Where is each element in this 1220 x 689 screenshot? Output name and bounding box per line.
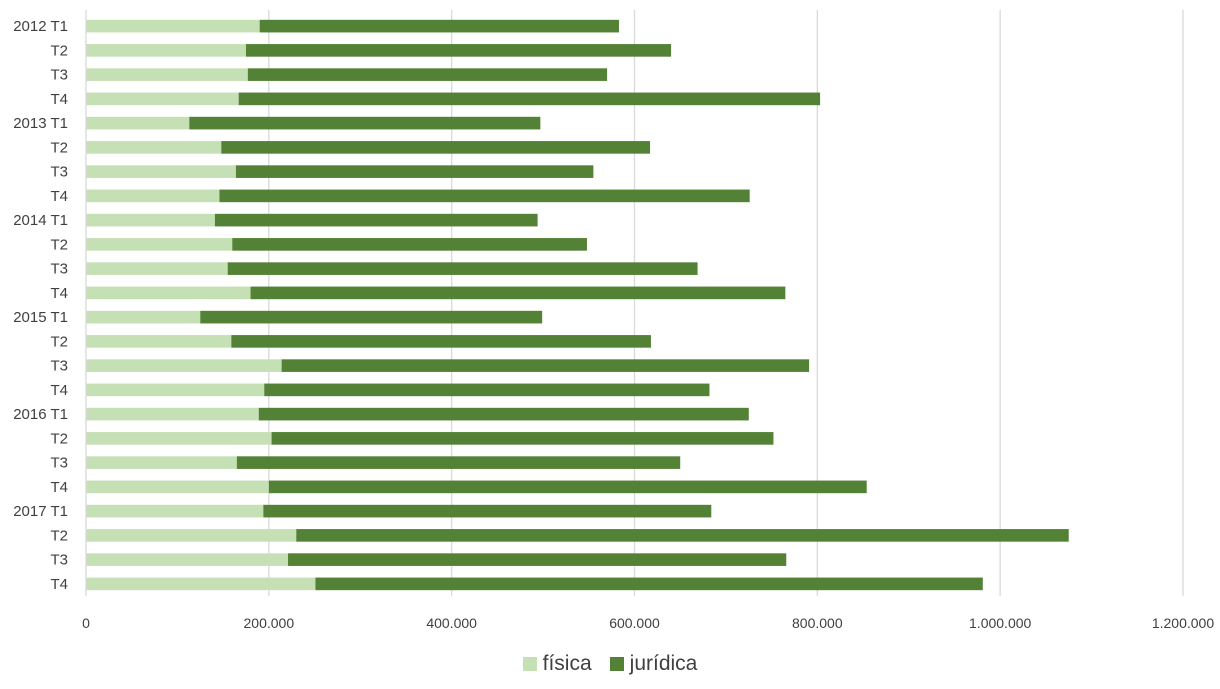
bar-juridica (259, 19, 619, 33)
bar-fisica (86, 165, 236, 178)
legend-label-fisica: física (542, 652, 592, 675)
bar-juridica (238, 92, 821, 106)
category-label: T2 (50, 236, 68, 253)
bar-juridica (231, 335, 651, 348)
legend-label-juridica: jurídica (629, 652, 698, 675)
bar-fisica (86, 116, 190, 130)
bar-fisica (86, 238, 233, 251)
category-label: T4 (50, 91, 68, 108)
x-tick-label: 600.000 (609, 615, 660, 631)
bar-fisica (86, 504, 264, 518)
bar-fisica (86, 383, 265, 397)
bar-juridica (214, 213, 538, 227)
bar-juridica (258, 407, 749, 421)
bar-juridica (189, 116, 541, 130)
bar-juridica (271, 432, 774, 445)
category-label: T3 (50, 358, 68, 375)
bar-juridica (263, 504, 712, 518)
bar-fisica (86, 456, 237, 469)
category-label: 2014 T1 (13, 212, 68, 229)
category-label: T3 (50, 261, 68, 278)
category-label: T3 (50, 164, 68, 181)
bar-fisica (86, 335, 232, 348)
x-tick-label: 400.000 (426, 615, 477, 631)
x-tick-label: 0 (82, 615, 90, 631)
x-tick-label: 800.000 (792, 615, 843, 631)
bar-juridica (200, 310, 543, 324)
category-label: T2 (50, 527, 68, 544)
legend-swatch-fisica (522, 657, 537, 671)
bar-fisica (86, 92, 239, 106)
category-label: T3 (50, 552, 68, 569)
bar-juridica (247, 68, 608, 81)
category-label: T3 (50, 455, 68, 472)
bar-juridica (232, 238, 587, 251)
bar-fisica (86, 44, 246, 57)
bar-fisica (86, 19, 260, 33)
bar-fisica (86, 213, 215, 227)
bar-fisica (86, 432, 272, 445)
bar-juridica (315, 577, 983, 591)
bar-juridica (296, 529, 1069, 542)
legend: física jurídica (0, 652, 1220, 676)
bar-fisica (86, 529, 297, 542)
bar-fisica (86, 262, 228, 275)
bar-juridica (219, 189, 750, 203)
bar-fisica (86, 189, 220, 203)
legend-item-fisica: física (522, 652, 592, 676)
bar-fisica (86, 286, 251, 300)
bar-fisica (86, 577, 316, 591)
category-label: 2016 T1 (13, 406, 68, 423)
bar-juridica (221, 141, 651, 154)
bar-fisica (86, 141, 222, 154)
category-label: T3 (50, 67, 68, 84)
x-tick-label: 1.200.000 (1152, 615, 1214, 631)
bar-juridica (227, 262, 698, 275)
legend-swatch-juridica (609, 657, 624, 671)
legend-item-juridica: jurídica (609, 652, 698, 676)
bar-juridica (245, 44, 672, 57)
category-label: T2 (50, 139, 68, 156)
x-tick-label: 200.000 (244, 615, 295, 631)
category-label: T4 (50, 382, 68, 399)
bar-fisica (86, 407, 259, 421)
bar-fisica (86, 310, 201, 324)
bar-juridica (264, 383, 710, 397)
category-label: 2012 T1 (13, 18, 68, 35)
bar-fisica (86, 553, 289, 566)
x-tick-label: 1.000.000 (969, 615, 1031, 631)
category-label: T2 (50, 333, 68, 350)
category-label: T4 (50, 576, 68, 593)
category-label: T4 (50, 285, 68, 302)
bar-juridica (236, 456, 681, 469)
category-label: T2 (50, 430, 68, 447)
category-label: T4 (50, 479, 68, 496)
category-label: 2017 T1 (13, 503, 68, 520)
bar-juridica (250, 286, 786, 300)
bar-fisica (86, 480, 269, 494)
category-label: 2015 T1 (13, 309, 68, 326)
category-label: 2013 T1 (13, 115, 68, 132)
bar-juridica (288, 553, 787, 566)
bar-fisica (86, 359, 282, 372)
category-label: T2 (50, 42, 68, 59)
category-label: T4 (50, 188, 68, 205)
bar-juridica (268, 480, 867, 494)
bar-juridica (235, 165, 594, 178)
bar-fisica (86, 68, 248, 81)
bar-juridica (281, 359, 810, 372)
